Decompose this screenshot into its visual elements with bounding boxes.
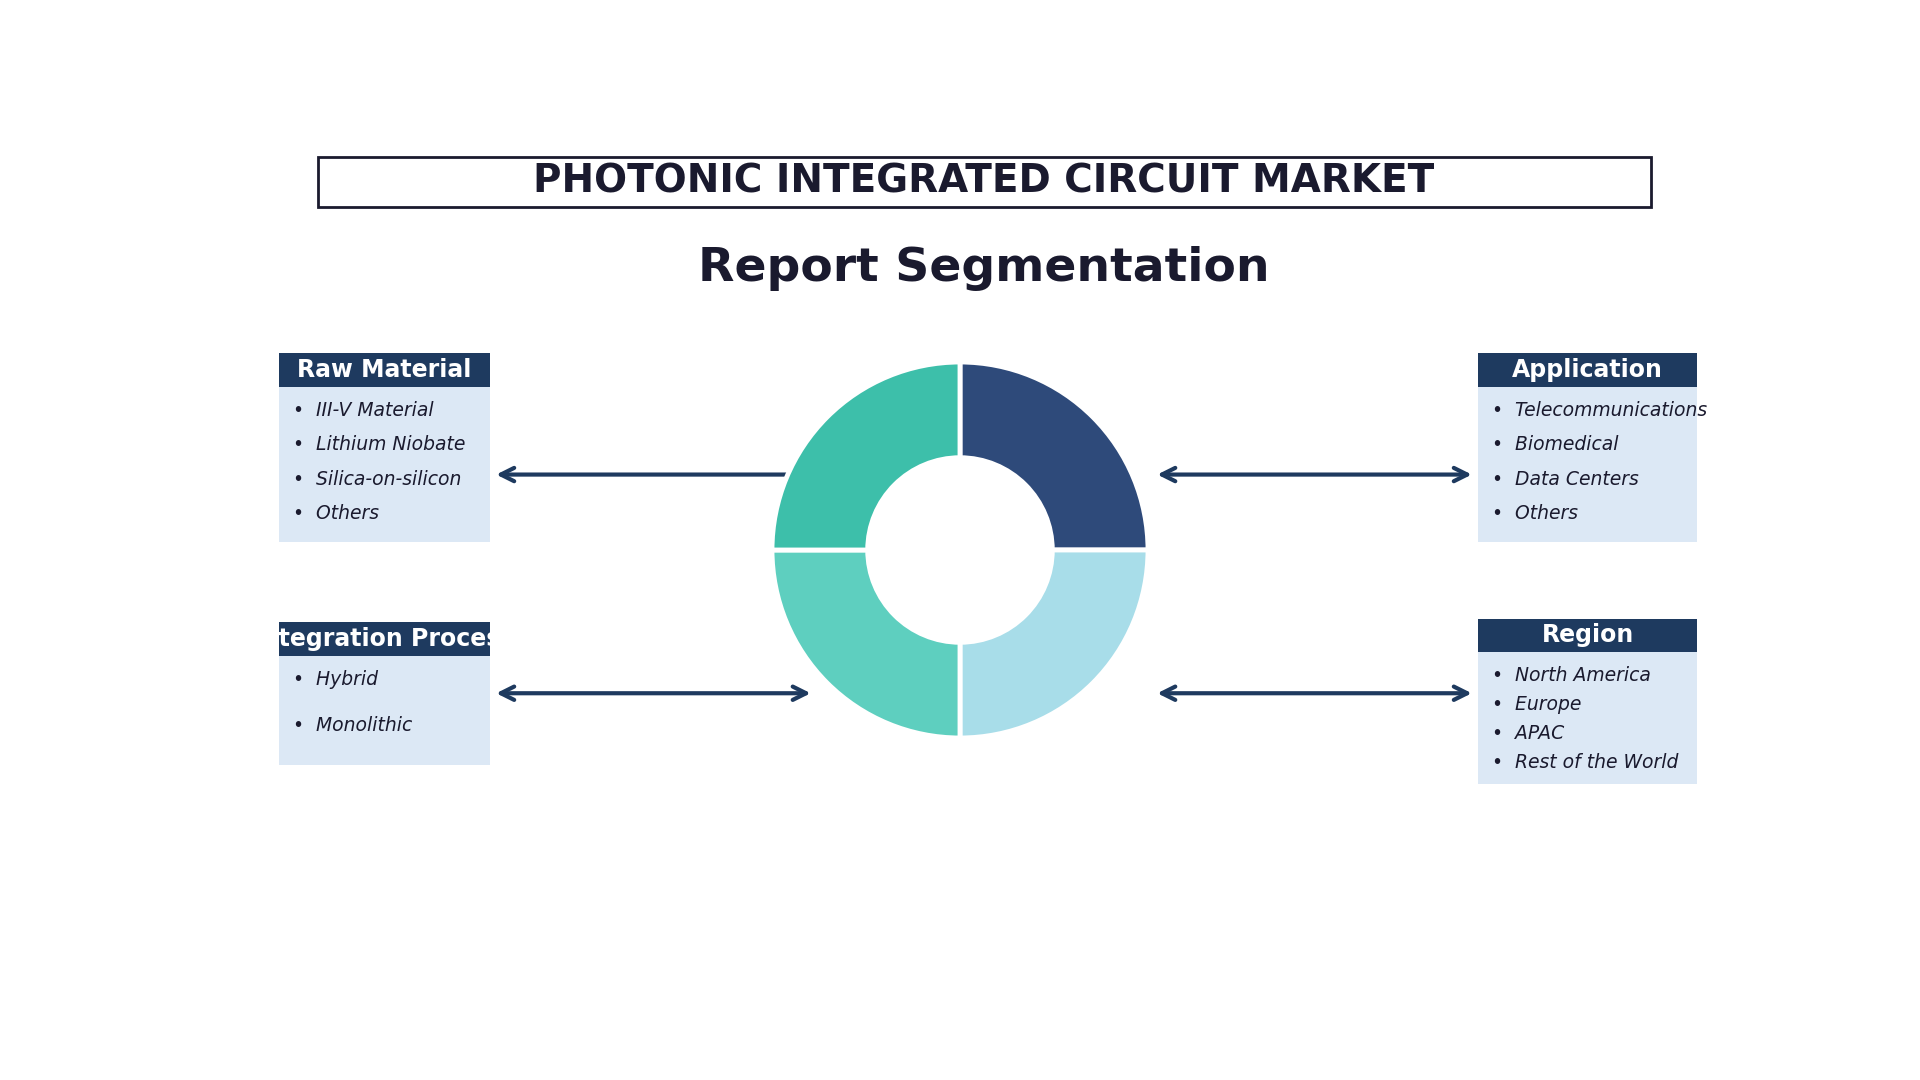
Text: •  Telecommunications: • Telecommunications	[1492, 401, 1707, 420]
FancyBboxPatch shape	[278, 387, 490, 541]
Wedge shape	[772, 550, 960, 738]
Text: •  Data Centers: • Data Centers	[1492, 470, 1640, 489]
FancyBboxPatch shape	[278, 353, 490, 387]
FancyBboxPatch shape	[1478, 353, 1697, 387]
FancyBboxPatch shape	[278, 657, 490, 765]
FancyBboxPatch shape	[1478, 652, 1697, 784]
Wedge shape	[772, 362, 960, 550]
Text: •  III-V Material: • III-V Material	[292, 401, 434, 420]
Text: •  APAC: • APAC	[1492, 724, 1565, 743]
Text: Report Segmentation: Report Segmentation	[699, 246, 1269, 291]
FancyBboxPatch shape	[278, 622, 490, 657]
Text: •  Others: • Others	[292, 504, 378, 523]
Text: •  Silica-on-silicon: • Silica-on-silicon	[292, 470, 461, 489]
Text: •  Monolithic: • Monolithic	[292, 716, 413, 735]
FancyBboxPatch shape	[317, 157, 1651, 206]
Text: PHOTONIC INTEGRATED CIRCUIT MARKET: PHOTONIC INTEGRATED CIRCUIT MARKET	[534, 163, 1434, 201]
FancyBboxPatch shape	[1478, 387, 1697, 541]
Text: Region: Region	[1542, 623, 1634, 648]
Text: •  Lithium Niobate: • Lithium Niobate	[292, 435, 465, 455]
Text: •  Rest of the World: • Rest of the World	[1492, 753, 1678, 771]
Wedge shape	[960, 550, 1148, 738]
Text: Application: Application	[1513, 357, 1663, 382]
Text: •  Hybrid: • Hybrid	[292, 670, 378, 689]
Text: •  Europe: • Europe	[1492, 696, 1582, 714]
Text: •  Others: • Others	[1492, 504, 1578, 523]
Wedge shape	[960, 362, 1148, 550]
Text: Raw Material: Raw Material	[298, 357, 470, 382]
Text: Integration Process: Integration Process	[253, 627, 515, 651]
Text: •  North America: • North America	[1492, 666, 1651, 686]
Text: •  Biomedical: • Biomedical	[1492, 435, 1619, 455]
FancyBboxPatch shape	[1478, 619, 1697, 652]
